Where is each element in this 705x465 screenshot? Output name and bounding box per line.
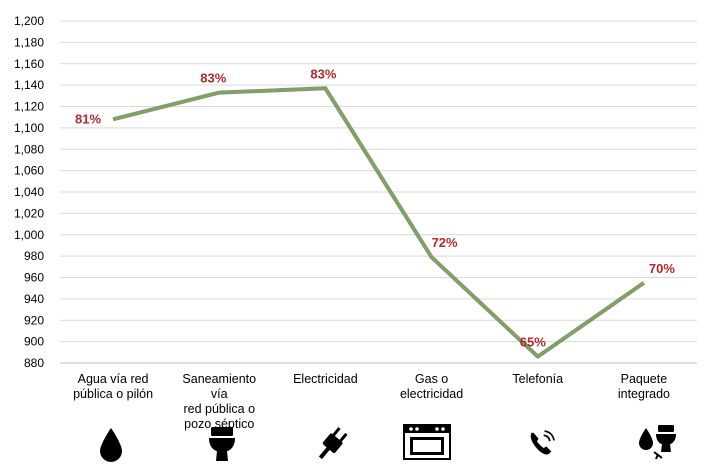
telephone-icon [530, 430, 555, 455]
y-tick-label: 1,040 [14, 185, 44, 199]
data-label: 65% [520, 335, 546, 350]
data-label: 70% [649, 261, 675, 276]
y-tick-label: 1,080 [14, 142, 44, 156]
water-drop-icon [100, 428, 122, 462]
y-tick-label: 1,180 [14, 35, 44, 49]
y-axis-ticks: 880 900 920 940 960 980 1,000 1,020 1,040 1,060 1,… [14, 14, 44, 370]
y-tick-label: 1,160 [14, 57, 44, 71]
toilet-icon [209, 427, 235, 461]
x-category-label: Paquete integrado [589, 372, 699, 402]
gridlines [60, 20, 697, 364]
x-category-label: Gas o electricidad [377, 372, 487, 402]
data-label: 72% [432, 235, 458, 250]
x-category-label-line: Electricidad [293, 372, 358, 386]
y-tick-label: 1,020 [14, 206, 44, 220]
y-tick-label: 940 [24, 292, 44, 306]
y-tick-label: 920 [24, 313, 44, 327]
series-line-path [112, 87, 645, 358]
y-tick-label: 1,120 [14, 100, 44, 114]
y-tick-label: 1,060 [14, 164, 44, 178]
data-label: 83% [310, 66, 336, 81]
x-category-label: Electricidad [270, 372, 380, 387]
x-category-label: Saneamiento vía red pública o pozo séptico [164, 372, 274, 432]
stove-icon [403, 424, 451, 460]
x-category-label: Agua vía red pública o pilón [58, 372, 168, 402]
y-tick-label: 960 [24, 271, 44, 285]
y-tick-label: 1,140 [14, 78, 44, 92]
data-label: 83% [200, 71, 226, 86]
y-tick-label: 980 [24, 249, 44, 263]
x-category-label-line: electricidad [399, 387, 464, 401]
x-category-label-line: red pública o [183, 402, 256, 416]
x-category-label-line: pública o pilón [73, 387, 154, 401]
x-category-label: Telefonía [483, 372, 593, 387]
x-category-label-line: Agua vía red [77, 372, 149, 386]
x-category-label-line: Gas o [414, 372, 449, 386]
x-category-label-line: Paquete [620, 372, 668, 386]
x-category-label-line: integrado [617, 387, 670, 401]
y-tick-label: 880 [24, 356, 44, 370]
bundle-icon [639, 425, 676, 460]
x-category-label-line: vía [210, 387, 228, 401]
series-line [112, 86, 646, 359]
y-tick-label: 1,200 [14, 14, 44, 28]
series-line-outline [112, 86, 646, 359]
plug-icon [318, 427, 348, 460]
data-label: 81% [75, 111, 101, 126]
y-tick-label: 1,000 [14, 228, 44, 242]
x-category-label-line: Telefonía [512, 372, 564, 386]
y-tick-label: 900 [24, 335, 44, 349]
data-labels: 81% 83% 83% 72% 65% 70% [75, 66, 675, 349]
y-tick-label: 1,100 [14, 121, 44, 135]
x-category-label-line: pozo séptico [184, 417, 255, 431]
x-category-label-line: Saneamiento [182, 372, 257, 386]
